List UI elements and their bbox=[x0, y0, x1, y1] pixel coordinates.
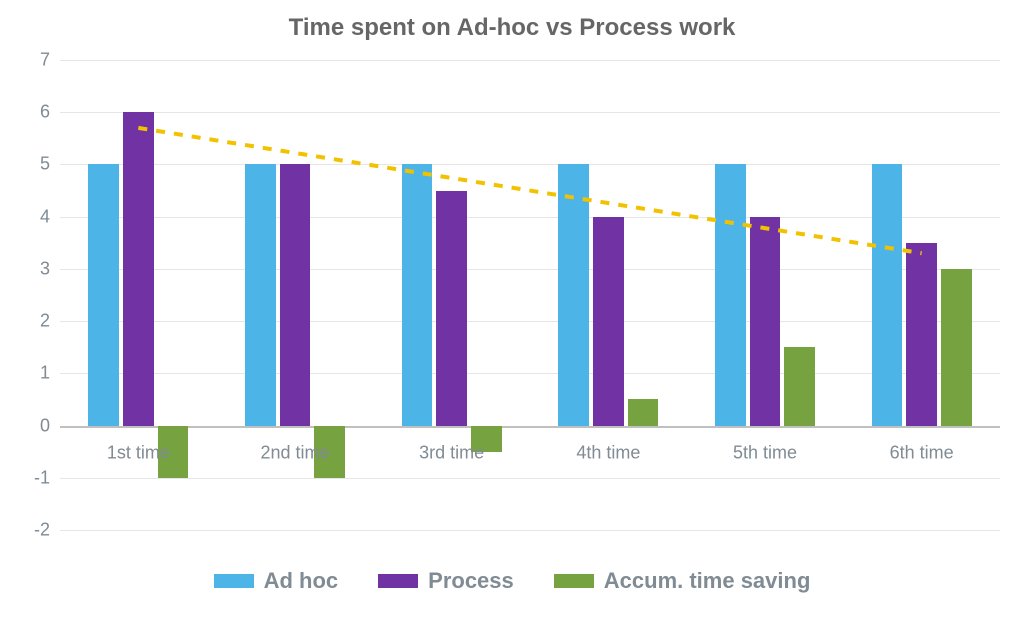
bar bbox=[628, 399, 659, 425]
y-tick-label: 7 bbox=[40, 50, 60, 71]
y-tick-label: 0 bbox=[40, 415, 60, 436]
legend-label: Accum. time saving bbox=[604, 568, 811, 594]
x-tick-label: 4th time bbox=[576, 440, 640, 463]
gridline bbox=[60, 112, 1000, 113]
gridline bbox=[60, 217, 1000, 218]
legend-swatch bbox=[214, 574, 254, 588]
gridline bbox=[60, 426, 1000, 428]
bar bbox=[750, 217, 781, 426]
plot-area: -2-1012345671st time2nd time3rd time4th … bbox=[60, 60, 1000, 530]
bar bbox=[941, 269, 972, 426]
legend-item: Accum. time saving bbox=[554, 568, 811, 594]
y-tick-label: 6 bbox=[40, 102, 60, 123]
legend-swatch bbox=[554, 574, 594, 588]
gridline bbox=[60, 321, 1000, 322]
x-tick-label: 3rd time bbox=[419, 440, 484, 463]
gridline bbox=[60, 478, 1000, 479]
y-tick-label: 3 bbox=[40, 258, 60, 279]
y-tick-label: 2 bbox=[40, 311, 60, 332]
legend-item: Ad hoc bbox=[214, 568, 339, 594]
y-tick-label: 5 bbox=[40, 154, 60, 175]
x-tick-label: 6th time bbox=[890, 440, 954, 463]
bar bbox=[245, 164, 276, 425]
bar bbox=[784, 347, 815, 425]
y-tick-label: -1 bbox=[34, 467, 60, 488]
x-tick-label: 1st time bbox=[107, 440, 170, 463]
bar bbox=[402, 164, 433, 425]
bar bbox=[593, 217, 624, 426]
trendline bbox=[60, 60, 1000, 530]
x-tick-label: 2nd time bbox=[260, 440, 329, 463]
bar bbox=[280, 164, 311, 425]
legend: Ad hoc Process Accum. time saving bbox=[0, 568, 1024, 594]
legend-swatch bbox=[378, 574, 418, 588]
bar bbox=[906, 243, 937, 426]
bar bbox=[558, 164, 589, 425]
y-tick-label: 4 bbox=[40, 206, 60, 227]
x-tick-label: 5th time bbox=[733, 440, 797, 463]
legend-label: Process bbox=[428, 568, 514, 594]
bar bbox=[436, 191, 467, 426]
y-tick-label: -2 bbox=[34, 520, 60, 541]
gridline bbox=[60, 164, 1000, 165]
bar bbox=[715, 164, 746, 425]
chart-container: Time spent on Ad-hoc vs Process work -2 -… bbox=[0, 0, 1024, 619]
legend-item: Process bbox=[378, 568, 514, 594]
gridline bbox=[60, 530, 1000, 531]
gridline bbox=[60, 269, 1000, 270]
bar bbox=[88, 164, 119, 425]
y-tick-label: 1 bbox=[40, 363, 60, 384]
gridline bbox=[60, 373, 1000, 374]
chart-title: Time spent on Ad-hoc vs Process work bbox=[0, 14, 1024, 42]
bar bbox=[123, 112, 154, 425]
legend-label: Ad hoc bbox=[264, 568, 339, 594]
bar bbox=[872, 164, 903, 425]
gridline bbox=[60, 60, 1000, 61]
